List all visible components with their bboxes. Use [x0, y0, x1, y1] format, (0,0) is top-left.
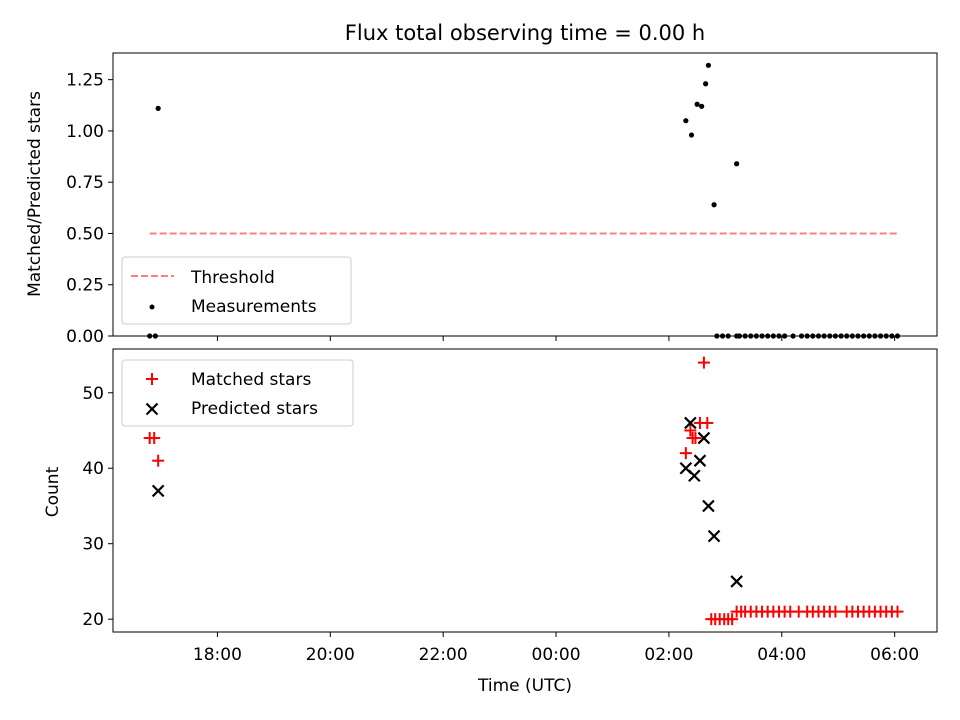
- bottom-x-tick-label: 22:00: [419, 645, 468, 665]
- top-legend: Threshold Measurements: [121, 256, 352, 325]
- top-y-tick-label: 1.00: [66, 122, 104, 142]
- bottom-x-tick-label: 02:00: [644, 645, 693, 665]
- measurement-point: [734, 161, 740, 167]
- legend-matched-swatch: [146, 373, 158, 385]
- measurement-point: [688, 132, 695, 138]
- bottom-y-tick-label: 30: [82, 535, 104, 555]
- top-y-tick-label: 0.00: [66, 327, 104, 347]
- bottom-panel: Count Time (UTC) 20 30 40 50 18:00 20:00 22:0…: [43, 348, 938, 696]
- matched-star-point: [701, 416, 714, 429]
- measurement-point: [705, 62, 712, 68]
- measurement-point: [694, 101, 700, 107]
- matched-star-point: [679, 447, 692, 460]
- top-y-tick-label: 0.25: [66, 276, 104, 296]
- bottom-legend: Matched stars Predicted stars: [121, 359, 354, 427]
- measurement-point: [703, 81, 709, 87]
- predicted-star-point: [693, 454, 707, 467]
- predicted-star-point: [707, 529, 721, 543]
- predicted-star-point: [151, 484, 165, 498]
- measurement-point: [699, 103, 705, 109]
- predicted-star-point: [730, 575, 743, 588]
- matched-star-point: [684, 424, 697, 437]
- bottom-y-tick-label: 50: [82, 384, 104, 404]
- top-y-tick-label: 1.25: [66, 71, 104, 91]
- legend-measurements-label: Measurements: [191, 297, 317, 317]
- bottom-x-tick-label: 06:00: [870, 645, 919, 665]
- bottom-y-axis-label: Count: [43, 466, 63, 517]
- predicted-star-point: [697, 431, 711, 445]
- bottom-legend-box: [121, 359, 354, 427]
- top-legend-box: [121, 256, 352, 325]
- bottom-axes-frame: [112, 348, 938, 633]
- measurement-point: [155, 105, 161, 111]
- top-y-tick-label: 0.75: [66, 173, 104, 193]
- measurement-point: [683, 118, 689, 124]
- top-plot-area: [147, 62, 901, 339]
- top-y-ticks: 0.00 0.25 0.50 0.75 1.00 1.25: [66, 71, 113, 347]
- measurement-point: [711, 202, 717, 208]
- matched-star-point: [829, 605, 842, 618]
- bottom-x-tick-label: 00:00: [532, 645, 581, 665]
- predicted-star-point: [688, 469, 701, 483]
- matched-star-point: [689, 432, 702, 445]
- bottom-x-tick-label: 20:00: [306, 645, 355, 665]
- predicted-star-point: [702, 499, 715, 513]
- bottom-y-tick-label: 20: [82, 610, 104, 630]
- legend-predicted-label: Predicted stars: [191, 399, 318, 419]
- matched-star-point: [891, 605, 904, 618]
- legend-x-marker: [145, 402, 159, 416]
- top-axes-frame: [112, 52, 938, 337]
- legend-plus-marker: [146, 373, 158, 385]
- matched-star-point: [726, 613, 739, 626]
- bottom-x-tick-label: 18:00: [193, 645, 242, 665]
- matched-star-point: [697, 356, 710, 369]
- matched-star-point: [148, 432, 161, 445]
- bottom-plot-area: [143, 356, 904, 626]
- legend-matched-label: Matched stars: [191, 370, 311, 390]
- matched-star-point: [152, 454, 165, 467]
- bottom-x-axis-label: Time (UTC): [477, 676, 572, 696]
- top-chart-title: Flux total observing time = 0.00 h: [345, 21, 705, 45]
- predicted-star-point: [684, 416, 697, 430]
- top-x-ticks: [216, 336, 896, 341]
- legend-measurements-swatch: [149, 304, 155, 310]
- bottom-x-tick-label: 04:00: [757, 645, 806, 665]
- legend-predicted-swatch: [145, 402, 159, 416]
- top-panel: Flux total observing time = 0.00 h Match…: [25, 21, 938, 347]
- bottom-y-tick-label: 40: [82, 459, 104, 479]
- bottom-x-ticks: 18:00 20:00 22:00 00:00 02:00 04:00 06:00: [193, 632, 919, 665]
- bottom-y-ticks: 20 30 40 50: [82, 384, 113, 630]
- legend-threshold-label: Threshold: [190, 268, 275, 288]
- top-y-tick-label: 0.50: [66, 224, 104, 244]
- top-y-axis-label: Matched/Predicted stars: [25, 91, 45, 297]
